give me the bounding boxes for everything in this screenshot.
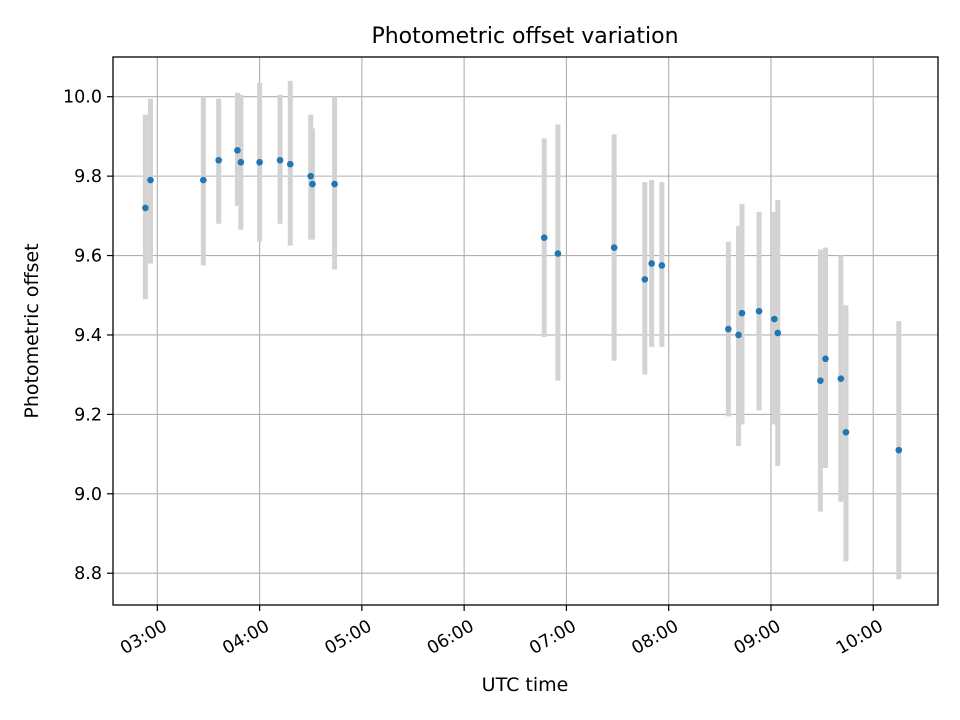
- y-tick-label: 9.4: [74, 326, 102, 346]
- data-point: [147, 176, 154, 184]
- plot-frame: [112, 56, 939, 606]
- data-point: [842, 428, 850, 436]
- y-tick-label: 10.0: [63, 88, 102, 108]
- data-point: [554, 250, 562, 257]
- data-point: [771, 315, 778, 323]
- data-point: [234, 147, 241, 154]
- data-point: [738, 309, 746, 317]
- data-point: [237, 158, 245, 166]
- x-tick-label: 04:00: [219, 616, 273, 659]
- data-point: [774, 329, 782, 337]
- y-axis-label: Photometric offset: [21, 243, 43, 418]
- data-point: [309, 180, 316, 188]
- x-tick-label: 06:00: [424, 616, 478, 659]
- data-point: [142, 204, 149, 212]
- x-tick-label: 03:00: [117, 616, 171, 659]
- data-point: [895, 446, 903, 454]
- data-point: [755, 307, 763, 315]
- y-tick-label: 9.8: [74, 167, 102, 187]
- grid-layer: [113, 57, 938, 605]
- data-point: [256, 158, 263, 166]
- chart-title: Photometric offset variation: [371, 24, 678, 49]
- data-point: [215, 156, 222, 164]
- x-tick-label: 07:00: [526, 616, 580, 659]
- data-point: [817, 377, 824, 384]
- data-point: [276, 156, 284, 164]
- x-tick-label: 08:00: [629, 616, 683, 659]
- data-point: [658, 262, 666, 269]
- data-point: [725, 325, 732, 333]
- x-tick-label: 05:00: [322, 616, 376, 659]
- error-bar-layer: [142, 80, 902, 580]
- data-point: [286, 160, 294, 168]
- point-layer: [142, 147, 903, 454]
- data-point: [735, 331, 742, 339]
- y-tick-label: 9.0: [74, 485, 102, 505]
- data-point: [331, 180, 338, 188]
- y-tick-label: 8.8: [74, 564, 102, 584]
- y-tick-label: 9.6: [74, 247, 102, 267]
- data-point: [200, 176, 207, 184]
- data-point: [610, 244, 618, 251]
- data-point: [837, 375, 845, 382]
- data-point: [822, 355, 829, 363]
- x-tick-label: 10:00: [833, 616, 887, 659]
- data-point: [540, 234, 548, 241]
- x-axis-label: UTC time: [482, 674, 569, 696]
- x-tick-label: 09:00: [731, 616, 785, 659]
- data-point: [641, 276, 649, 283]
- data-point: [307, 172, 315, 180]
- y-tick-label: 9.2: [74, 405, 102, 425]
- data-point: [648, 260, 655, 267]
